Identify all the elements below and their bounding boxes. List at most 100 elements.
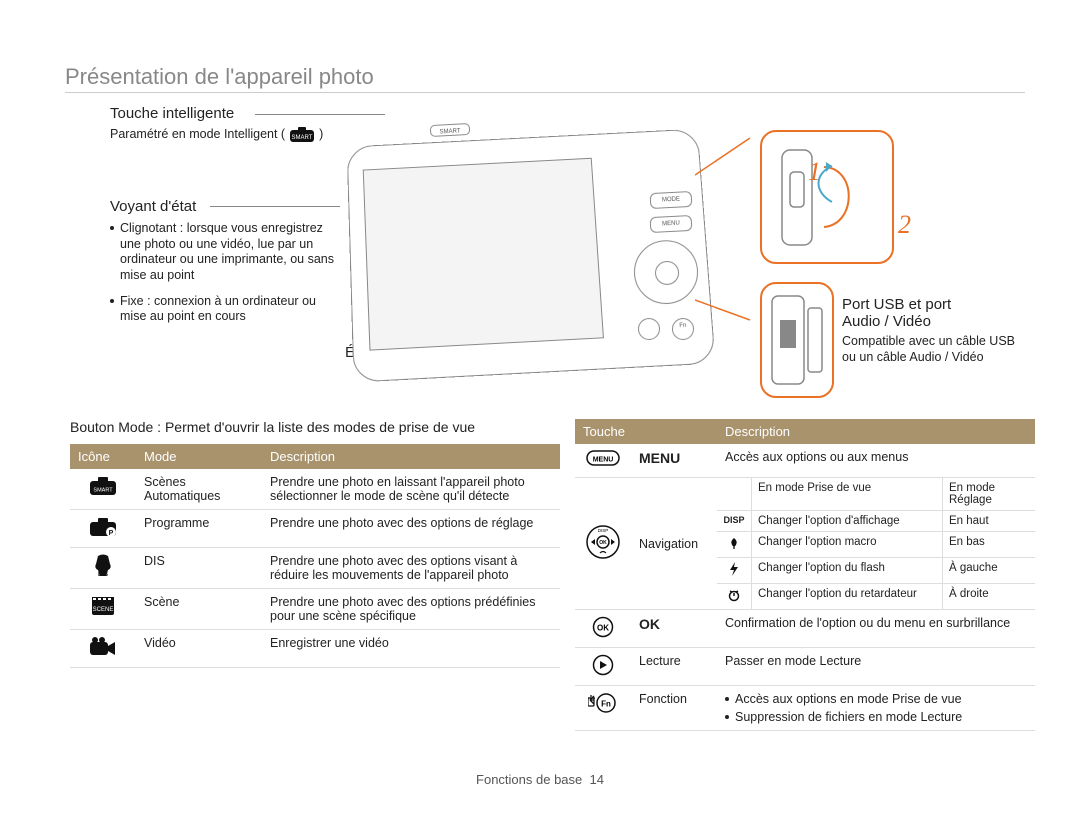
touch-icon-cell: OK DISP (575, 478, 631, 610)
table-row: Fn Fonction Accès aux options en mode Pr… (575, 686, 1035, 731)
smart-button-subtitle: Paramétré en mode Intelligent ( SMART ) (110, 126, 323, 144)
page: Présentation de l'appareil photo Touche … (0, 0, 1080, 815)
table-row: MENU MENU Accès aux options ou aux menus (575, 444, 1035, 478)
mode-icon-cell: P (70, 510, 136, 548)
mode-name: Vidéo (136, 630, 262, 668)
usb-desc: Compatible avec un câble USB ou un câble… (842, 334, 1027, 365)
camera-screen-outline (363, 158, 604, 351)
touch-label: Lecture (631, 648, 717, 686)
macro-icon (717, 532, 752, 558)
smart-auto-icon: SMART (89, 475, 117, 497)
svg-text:DIS: DIS (98, 572, 108, 578)
nav-sub-row: Changer l'option macro En bas (717, 532, 1035, 558)
flash-icon (717, 558, 752, 584)
mode-name: Scènes Automatiques (136, 469, 262, 510)
mode-desc: Enregistrer une vidéo (262, 630, 560, 668)
mode-desc: Prendre une photo avec des options visan… (262, 548, 560, 589)
table-row: SMART Scènes Automatiques Prendre une ph… (70, 469, 560, 510)
disp-icon: DISP (717, 511, 752, 532)
bullet-dot-icon (110, 299, 114, 303)
dis-mode-icon: DIS (90, 554, 116, 578)
nav-sub-head-l: En mode Prise de vue (752, 478, 943, 511)
th-icon: Icône (70, 444, 136, 469)
svg-text:OK: OK (599, 540, 607, 546)
step-2-badge: 2 (898, 210, 911, 240)
svg-text:SCENE: SCENE (93, 607, 114, 613)
nav-sub-header: En mode Prise de vue En mode Réglage (717, 478, 1035, 511)
table-row: OK DISP Navigation En mode Prise de vue … (575, 478, 1035, 610)
table-row: P Programme Prendre une photo avec des o… (70, 510, 560, 548)
mode-desc: Prendre une photo avec des options de ré… (262, 510, 560, 548)
nav-sub-row: DISP Changer l'option d'affichage En hau… (717, 511, 1035, 532)
touch-icon-cell: MENU (575, 444, 631, 478)
camera-mode-btn: MODE (650, 191, 693, 209)
mode-table: Icône Mode Description SMART Scènes Auto… (70, 444, 560, 668)
touch-icon-cell (575, 648, 631, 686)
touch-label: OK (631, 610, 717, 648)
smart-mode-icon: SMART (289, 126, 315, 144)
svg-text:SMART: SMART (292, 135, 313, 141)
footer-page: 14 (590, 772, 604, 787)
mode-name: Scène (136, 589, 262, 630)
usb-title-2: Audio / Vidéo (842, 313, 1027, 330)
nav-sub-head-r: En mode Réglage (943, 478, 1036, 511)
timer-icon (717, 584, 752, 610)
svg-text:OK: OK (597, 624, 609, 633)
callout-status-led: Voyant d'état Clignotant : lorsque vous … (110, 198, 335, 325)
mode-icon-cell: DIS (70, 548, 136, 589)
bullet-dot-icon (725, 715, 729, 719)
leader-right-group (695, 130, 765, 360)
touch-icon-cell: Fn (575, 686, 631, 731)
th-desc: Description (262, 444, 560, 469)
video-mode-icon (89, 636, 117, 658)
svg-text:Fn: Fn (601, 700, 611, 709)
bullet-dot-icon (110, 226, 114, 230)
svg-text:SMART: SMART (93, 488, 113, 494)
touch-desc: Confirmation de l'option ou du menu en s… (717, 610, 1035, 648)
play-button-icon (592, 654, 614, 676)
table-row: OK OK Confirmation de l'option ou du men… (575, 610, 1035, 648)
mode-icon-cell (70, 630, 136, 668)
mode-desc: Prendre une photo en laissant l'appareil… (262, 469, 560, 510)
camera-diagram: MODE MENU Fn SMART (330, 110, 730, 405)
navpad-icon: OK DISP (585, 524, 621, 560)
mode-name: Programme (136, 510, 262, 548)
status-bullet: Clignotant : lorsque vous enregistrez un… (110, 221, 335, 284)
mode-desc: Prendre une photo avec des options prédé… (262, 589, 560, 630)
table-row: Vidéo Enregistrer une vidéo (70, 630, 560, 668)
program-mode-icon: P (89, 516, 117, 538)
footer-label: Fonctions de base (476, 772, 582, 787)
status-bullet: Fixe : connexion à un ordinateur ou mise… (110, 294, 335, 325)
usb-title-1: Port USB et port (842, 296, 1027, 313)
table-row: SCENE Scène Prendre une photo avec des o… (70, 589, 560, 630)
mode-caption: Bouton Mode : Permet d'ouvrir la liste d… (70, 419, 475, 435)
callout-smart-button: Touche intelligente Paramétré en mode In… (110, 105, 323, 144)
touch-table: Touche Description MENU MENU Accès aux o… (575, 419, 1035, 731)
touch-label: Fonction (631, 686, 717, 731)
leader-status (210, 206, 340, 207)
nav-subtable-cell: En mode Prise de vue En mode Réglage DIS… (717, 478, 1035, 610)
fn-bullet: Suppression de fichiers en mode Lecture (725, 710, 1027, 724)
usb-port-icon (762, 284, 832, 396)
camera-menu-btn: MENU (650, 215, 693, 233)
th-desc: Description (717, 419, 1035, 444)
touch-label: Navigation (631, 478, 717, 610)
nav-sub-row: Changer l'option du retardateur À droite (717, 584, 1035, 610)
scene-mode-icon: SCENE (90, 595, 116, 617)
strap-diagram-icon (762, 132, 892, 262)
page-title: Présentation de l'appareil photo (65, 64, 374, 90)
touch-desc: Accès aux options ou aux menus (717, 444, 1035, 478)
menu-button-icon: MENU (586, 450, 620, 468)
bullet-dot-icon (725, 697, 729, 701)
title-rule (65, 92, 1025, 93)
step-1-badge: 1 (808, 157, 821, 187)
touch-table-header: Touche Description (575, 419, 1035, 444)
th-mode: Mode (136, 444, 262, 469)
mode-table-header: Icône Mode Description (70, 444, 560, 469)
touch-desc: Passer en mode Lecture (717, 648, 1035, 686)
mode-icon-cell: SMART (70, 469, 136, 510)
page-footer: Fonctions de base 14 (0, 772, 1080, 787)
svg-text:DISP: DISP (598, 528, 609, 533)
callout-usb-text: Port USB et port Audio / Vidéo Compatibl… (842, 296, 1027, 365)
fn-bullet: Accès aux options en mode Prise de vue (725, 692, 1027, 706)
